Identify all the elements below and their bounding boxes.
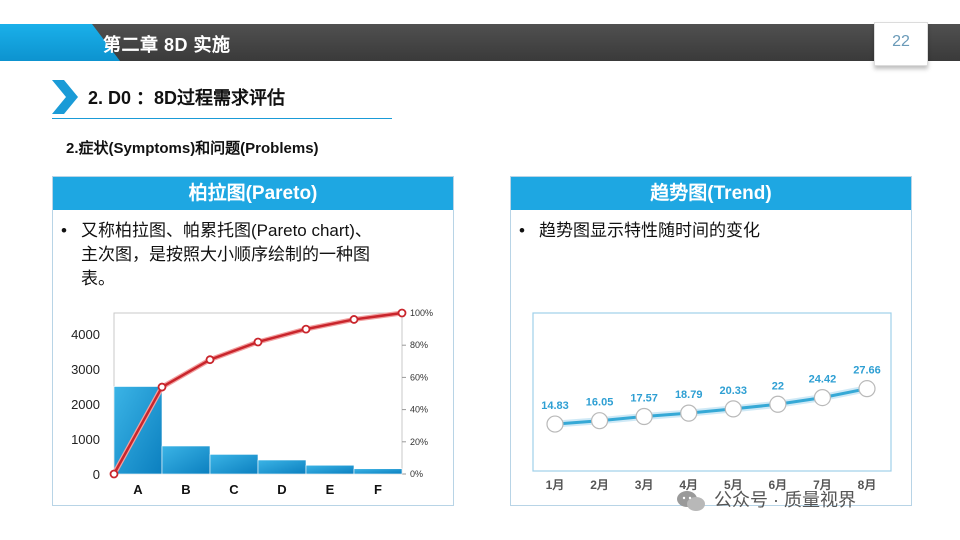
x-tick-label: 7月 [813, 478, 832, 492]
bullet-dot: • [61, 221, 67, 240]
trend-bullet: • 趋势图显示特性随时间的变化 [519, 219, 760, 243]
subtitle: 2.症状(Symptoms)和问题(Problems) [66, 140, 319, 157]
bar-E [305, 464, 355, 475]
x-tick-label: 6月 [769, 478, 788, 492]
bar-C [209, 454, 259, 475]
y2-tick-label: 80% [410, 340, 428, 350]
y2-tick-label: 40% [410, 405, 428, 415]
cumulative-point [349, 315, 359, 324]
trend-point [546, 415, 564, 433]
x-tick-label: 4月 [679, 478, 698, 492]
y2-tick-label: 20% [410, 437, 428, 447]
y-tick-label: 3000 [71, 362, 100, 377]
x-tick-label: E [326, 482, 335, 497]
y2-tick-label: 0% [410, 469, 423, 479]
x-tick-label: B [181, 482, 190, 497]
trend-panel: 趋势图(Trend) • 趋势图显示特性随时间的变化 14.83 1月 16.05 2… [510, 176, 912, 506]
trend-point [858, 380, 876, 398]
y2-tick-label: 60% [410, 372, 428, 382]
header-bar: 第二章 8D 实施 [0, 24, 960, 61]
data-label: 18.79 [675, 389, 703, 401]
pareto-panel-heading: 柏拉图(Pareto) [53, 177, 453, 210]
x-tick-label: F [374, 482, 382, 497]
data-label: 20.33 [720, 385, 748, 397]
bullet-dot: • [519, 221, 525, 240]
x-tick-label: 1月 [546, 478, 565, 492]
x-tick-label: D [277, 482, 286, 497]
bullet-line-1: 趋势图显示特性随时间的变化 [539, 221, 760, 240]
trend-point [680, 404, 698, 422]
trend-frame [532, 312, 892, 472]
x-tick-label: C [229, 482, 239, 497]
cumulative-point [397, 308, 407, 318]
section-underline [52, 118, 392, 119]
x-tick-label: A [133, 482, 143, 497]
trend-chart: 14.83 1月 16.05 2月 17.57 3月 18.79 4月 20.33 5月 22 6月 2… [532, 312, 892, 492]
chapter-title: 第二章 8D 实施 [103, 35, 231, 55]
x-tick-label: 5月 [724, 478, 743, 492]
trend-point [813, 389, 832, 407]
bar-F [353, 468, 403, 475]
cumulative-point [253, 337, 263, 347]
watermark: 公众号 · 质量视界 [676, 486, 856, 512]
section-title: 2. D0 ：8D过程需求评估 [88, 88, 286, 108]
y-tick-label: 4000 [71, 327, 100, 342]
data-label: 24.42 [809, 374, 837, 386]
wechat-icon [677, 491, 705, 512]
cumulative-point [301, 324, 311, 334]
pareto-bullet: • 又称柏拉图、帕累托图(Pareto chart)、 主次图，是按照大小顺序绘… [61, 219, 372, 291]
bar-B [161, 445, 211, 475]
data-label: 27.66 [853, 365, 881, 377]
cumulative-point [109, 469, 119, 479]
bullet-line-2: 主次图，是按照大小顺序绘制的一种图 [81, 245, 370, 264]
y-tick-label: 2000 [71, 397, 100, 412]
header-dark-band [90, 24, 960, 61]
data-label: 22 [772, 380, 784, 392]
pareto-panel: 柏拉图(Pareto) • 又称柏拉图、帕累托图(Pareto chart)、 … [52, 176, 454, 506]
trend-panel-heading: 趋势图(Trend) [511, 177, 911, 210]
data-label: 14.83 [541, 400, 569, 412]
y2-tick-label: 100% [410, 308, 433, 318]
bullet-line-3: 表。 [81, 269, 115, 288]
trend-point [769, 395, 787, 413]
bullet-line-1: 又称柏拉图、帕累托图(Pareto chart)、 [81, 221, 372, 240]
y-tick-label: 0 [93, 467, 100, 482]
trend-point [635, 407, 653, 426]
bar-D [257, 459, 307, 475]
pareto-chart: 0 1000 2000 3000 4000 0% 20% 40% 60% 80% 100% A B C D E… [71, 308, 433, 497]
data-label: 17.57 [630, 393, 658, 405]
data-label: 16.05 [586, 397, 614, 409]
x-tick-label: 8月 [858, 478, 877, 492]
x-tick-label: 2月 [590, 478, 609, 492]
y-tick-label: 1000 [71, 432, 100, 447]
trend-point [724, 400, 742, 418]
page-number: 22 [874, 22, 928, 66]
x-tick-label: 3月 [635, 478, 654, 492]
cumulative-point [157, 382, 167, 392]
watermark-text: 公众号 · 质量视界 [714, 490, 856, 510]
trend-point [590, 412, 609, 430]
cumulative-point [205, 355, 215, 365]
chevron-right-icon [52, 80, 78, 114]
